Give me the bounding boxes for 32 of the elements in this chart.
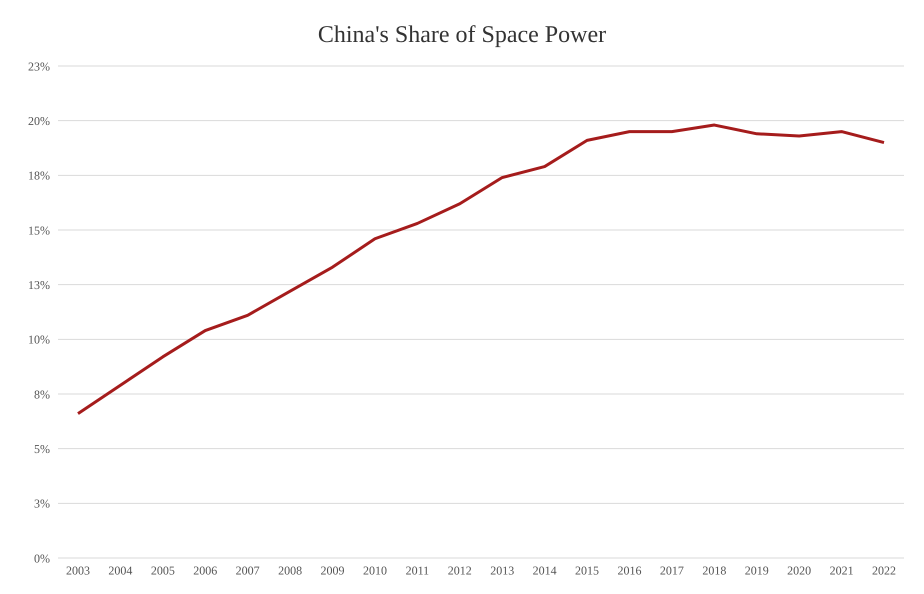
x-tick-label: 2004 — [108, 564, 132, 578]
x-tick-label: 2005 — [150, 564, 175, 578]
x-tick-label: 2014 — [532, 564, 557, 578]
x-tick-label: 2015 — [575, 564, 600, 578]
y-tick-label: 0% — [34, 551, 50, 566]
x-tick-label: 2013 — [490, 564, 514, 578]
y-tick-label: 15% — [28, 223, 50, 238]
y-tick-label: 8% — [34, 387, 50, 402]
line-series — [76, 124, 886, 416]
x-tick-label: 2017 — [660, 564, 684, 578]
x-tick-label: 2009 — [320, 564, 345, 578]
x-tick-label: 2008 — [278, 564, 302, 578]
x-tick-label: 2018 — [702, 564, 726, 578]
y-tick-label: 3% — [34, 496, 50, 511]
x-tick-label: 2012 — [448, 564, 472, 578]
y-tick-label: 5% — [34, 442, 50, 456]
x-tick-label: 2022 — [872, 564, 896, 578]
x-tick-label: 2006 — [193, 564, 218, 578]
x-tick-label: 2010 — [362, 564, 387, 578]
x-tick-label: 2019 — [744, 564, 769, 578]
x-tick-label: 2020 — [787, 564, 812, 578]
x-tick-label: 2016 — [617, 564, 642, 578]
y-tick-label: 23% — [28, 59, 50, 74]
chart-title: China's Share of Space Power — [316, 21, 608, 50]
y-tick-label: 13% — [28, 278, 50, 292]
x-tick-label: 2021 — [830, 564, 854, 578]
y-tick-label: 10% — [28, 332, 50, 347]
y-tick-label: 18% — [28, 168, 50, 183]
y-tick-label: 20% — [28, 114, 50, 128]
x-tick-label: 2003 — [66, 564, 90, 578]
x-tick-label: 2011 — [406, 564, 430, 578]
x-tick-label: 2007 — [236, 564, 260, 578]
